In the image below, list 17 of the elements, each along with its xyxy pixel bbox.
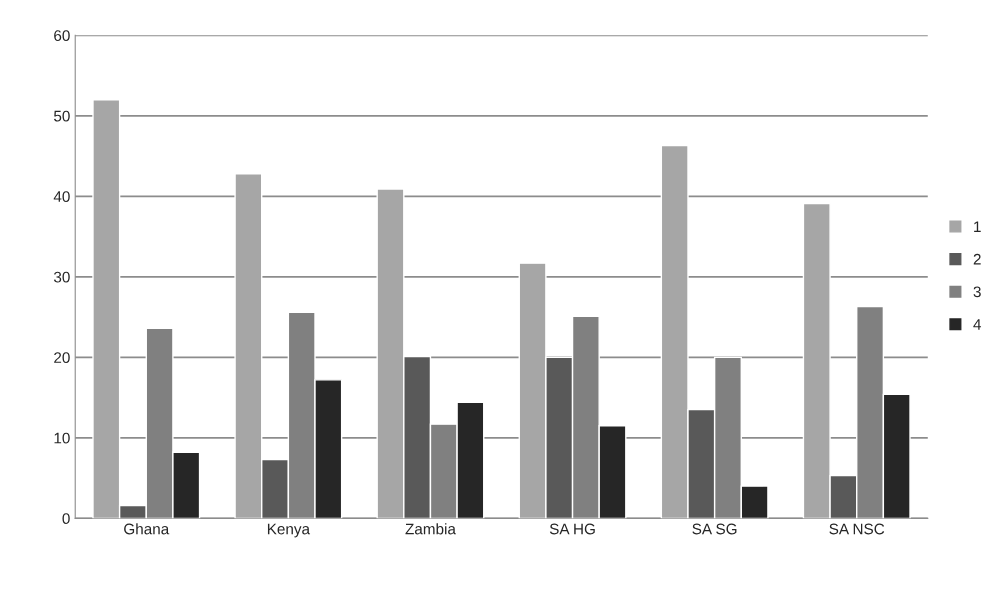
- legend-label: 3: [973, 286, 981, 298]
- x-tick-label: Ghana: [124, 523, 170, 535]
- x-tick-label: Zambia: [405, 523, 456, 535]
- legend-label: 1: [974, 221, 981, 232]
- legend-label: 2: [973, 253, 981, 265]
- x-tick-label: SA HG: [549, 523, 595, 535]
- y-tick-label: 50: [53, 110, 70, 122]
- x-tick-label: Kenya: [267, 523, 311, 538]
- y-tick-label: 40: [53, 191, 70, 203]
- y-tick-label: 0: [62, 513, 70, 525]
- legend-label: 4: [973, 319, 982, 330]
- x-tick-label: SA NSC: [829, 523, 885, 535]
- x-tick-label: SA SG: [692, 523, 737, 535]
- y-tick-label: 60: [54, 30, 70, 42]
- y-tick-label: 20: [54, 352, 70, 364]
- y-tick-label: 30: [53, 271, 70, 283]
- y-tick-label: 10: [54, 432, 70, 444]
